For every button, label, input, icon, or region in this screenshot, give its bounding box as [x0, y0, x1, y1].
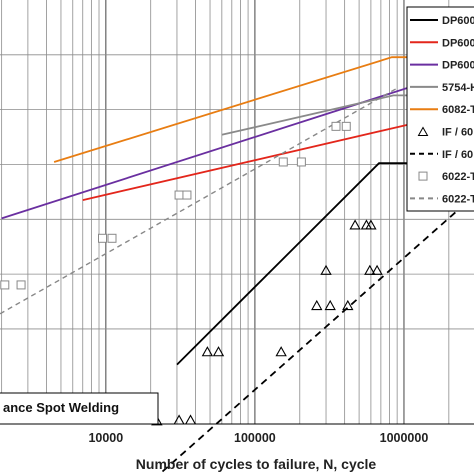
legend: DP600 DP600 DP600 5754-H 6082-T IF / 60 IF / 6…	[406, 6, 474, 212]
grid	[0, 0, 474, 424]
data-point-triangle	[320, 264, 332, 275]
legend-label: IF / 60	[442, 149, 473, 161]
annotation-label: ance Spot Welding	[3, 400, 119, 415]
data-point-triangle	[342, 299, 354, 311]
data-point-square	[331, 121, 341, 131]
x-tick-label: 100000	[234, 431, 276, 445]
data-point-triangle	[311, 299, 323, 311]
data-point-square	[107, 233, 117, 243]
legend-swatch-triangle	[417, 126, 429, 136]
legend-label: DP600	[442, 37, 474, 49]
legend-label: 6022-T	[442, 193, 474, 205]
legend-label: 6082-T	[442, 104, 474, 116]
data-point-triangle	[349, 219, 361, 230]
data-point-triangle	[201, 346, 214, 357]
legend-label: 5754-H	[442, 82, 474, 94]
legend-label: DP600	[442, 15, 474, 27]
data-point-square	[98, 233, 108, 243]
x-tick-label: 1000000	[380, 431, 429, 445]
series-line-9	[0, 88, 397, 315]
x-tick-label: 10000	[88, 431, 123, 445]
data-point-square	[296, 157, 306, 167]
data-point-square	[341, 121, 351, 131]
data-point-triangle	[365, 219, 377, 230]
data-point-triangle	[275, 346, 287, 357]
legend-label: IF / 60	[442, 127, 473, 139]
annotation-box: ance Spot Welding	[0, 392, 159, 425]
data-point-square	[182, 190, 192, 200]
data-point-square	[278, 157, 288, 167]
legend-label: DP600	[442, 60, 474, 72]
x-axis-title: Number of cycles to failure, N, cycle	[136, 456, 377, 472]
legend-entries: DP600 DP600 DP600 5754-H 6082-T IF / 60 IF / 6…	[410, 15, 474, 205]
data-point-square	[0, 280, 10, 290]
legend-label: 6022-T	[442, 171, 474, 183]
data-point-triangle	[364, 264, 376, 275]
data-point-triangle	[212, 346, 225, 357]
data-point-square	[16, 280, 26, 290]
series-line-7	[161, 195, 474, 473]
data-point-triangle	[371, 264, 383, 275]
x-tick-labels: 10000 100000 1000000	[88, 431, 428, 445]
data-point-triangle	[324, 299, 336, 311]
data-point-square	[174, 190, 184, 200]
legend-swatch-square	[418, 171, 428, 181]
